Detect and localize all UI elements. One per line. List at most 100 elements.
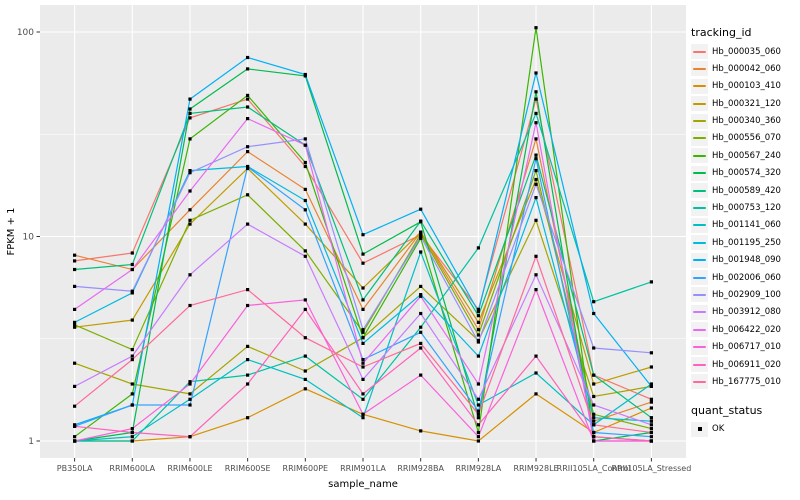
data-point: [361, 286, 365, 290]
data-point: [246, 303, 250, 308]
data-point: [246, 288, 250, 292]
data-point: [188, 397, 192, 401]
data-point: [592, 346, 596, 350]
data-point: [534, 71, 538, 75]
data-point: [476, 382, 480, 386]
data-point: [188, 435, 192, 439]
data-point: [419, 373, 423, 377]
data-point: [188, 116, 192, 120]
legend-item-Hb_002006_060: Hb_002006_060: [691, 270, 799, 286]
data-point: [534, 273, 538, 277]
data-point: [73, 384, 77, 388]
data-point: [73, 267, 77, 272]
data-point: [534, 26, 538, 30]
data-point: [419, 234, 423, 239]
data-point: [361, 341, 365, 345]
data-point: [73, 325, 77, 329]
data-point: [534, 392, 538, 396]
data-point: [303, 137, 307, 141]
data-point: [303, 354, 307, 358]
legend-label: Hb_000567_240: [712, 150, 781, 161]
x-tick-label: RRIM928BA: [397, 464, 444, 473]
x-tick-label: RRIM928LA: [455, 464, 501, 473]
data-point: [361, 336, 365, 340]
x-tick-label: RRIM600LE: [167, 464, 212, 473]
data-point: [246, 150, 250, 154]
y-tick-label: 100: [17, 28, 34, 38]
data-point: [188, 392, 192, 396]
data-points: [73, 26, 653, 443]
data-point: [534, 371, 538, 375]
data-point: [303, 377, 307, 381]
legend-label: Hb_006717_010: [712, 342, 781, 353]
data-point: [534, 169, 538, 173]
line-swatch-icon: [693, 380, 706, 383]
data-point: [246, 165, 250, 169]
data-point: [130, 427, 134, 431]
data-point: [303, 164, 307, 169]
data-point: [476, 416, 480, 420]
data-point: [592, 300, 596, 304]
data-point: [188, 380, 192, 384]
data-point: [303, 160, 307, 165]
legend-key-line: [691, 200, 708, 216]
legend-item-Hb_006911_020: Hb_006911_020: [691, 357, 799, 373]
data-point: [534, 177, 538, 182]
data-point: [246, 67, 250, 71]
legend-item-Hb_001195_250: Hb_001195_250: [691, 235, 799, 251]
x-tick-label: RRIM600LA: [109, 464, 155, 473]
data-point: [188, 107, 192, 111]
x-tick-label: RRIM901LA: [340, 464, 386, 473]
data-point: [303, 254, 307, 258]
data-point: [419, 311, 423, 316]
data-point: [476, 340, 480, 344]
data-point: [476, 309, 480, 314]
data-point: [130, 262, 134, 267]
line-swatch-icon: [693, 311, 706, 314]
data-point: [361, 328, 365, 332]
legend-item-Hb_000574_320: Hb_000574_320: [691, 165, 799, 181]
legend-item-Hb_001948_090: Hb_001948_090: [691, 252, 799, 268]
data-point: [130, 318, 134, 322]
data-point: [592, 382, 596, 386]
data-point: [188, 303, 192, 308]
data-point: [534, 196, 538, 200]
legend-label: Hb_000753_120: [712, 203, 781, 214]
x-tick-label: RRIM600PE: [283, 464, 329, 473]
legend-item-Hb_000589_420: Hb_000589_420: [691, 183, 799, 199]
data-point: [476, 430, 480, 435]
legend-key-line: [691, 322, 708, 338]
legend-key-line: [691, 61, 708, 77]
data-point: [303, 387, 307, 391]
line-swatch-icon: [693, 50, 706, 53]
data-point: [419, 429, 423, 433]
data-point: [130, 403, 134, 407]
legend-item-Hb_000103_410: Hb_000103_410: [691, 78, 799, 94]
data-point: [303, 208, 307, 212]
x-tick-label: RRII105LA_Control: [557, 464, 631, 473]
data-point: [534, 218, 538, 222]
data-point: [534, 121, 538, 125]
data-point: [303, 307, 307, 311]
data-point: [649, 427, 653, 431]
data-point: [246, 193, 250, 197]
legend-key-line: [691, 357, 708, 373]
line-swatch-icon: [693, 346, 706, 349]
line-swatch-icon: [693, 120, 706, 123]
data-point: [361, 377, 365, 381]
legend-title-tracking-id: tracking_id: [691, 26, 752, 39]
data-point: [130, 382, 134, 386]
data-point: [246, 222, 250, 226]
data-point: [592, 403, 596, 407]
legend-item-Hb_000042_060: Hb_000042_060: [691, 61, 799, 77]
legend-key-line: [691, 183, 708, 199]
line-swatch-icon: [693, 293, 706, 296]
legend-label-ok: OK: [712, 424, 725, 435]
y-tick-label: 1: [28, 437, 34, 447]
data-point: [130, 251, 134, 255]
legend-label: Hb_002006_060: [712, 272, 781, 283]
legend-key-line: [691, 235, 708, 251]
data-point: [361, 330, 365, 334]
